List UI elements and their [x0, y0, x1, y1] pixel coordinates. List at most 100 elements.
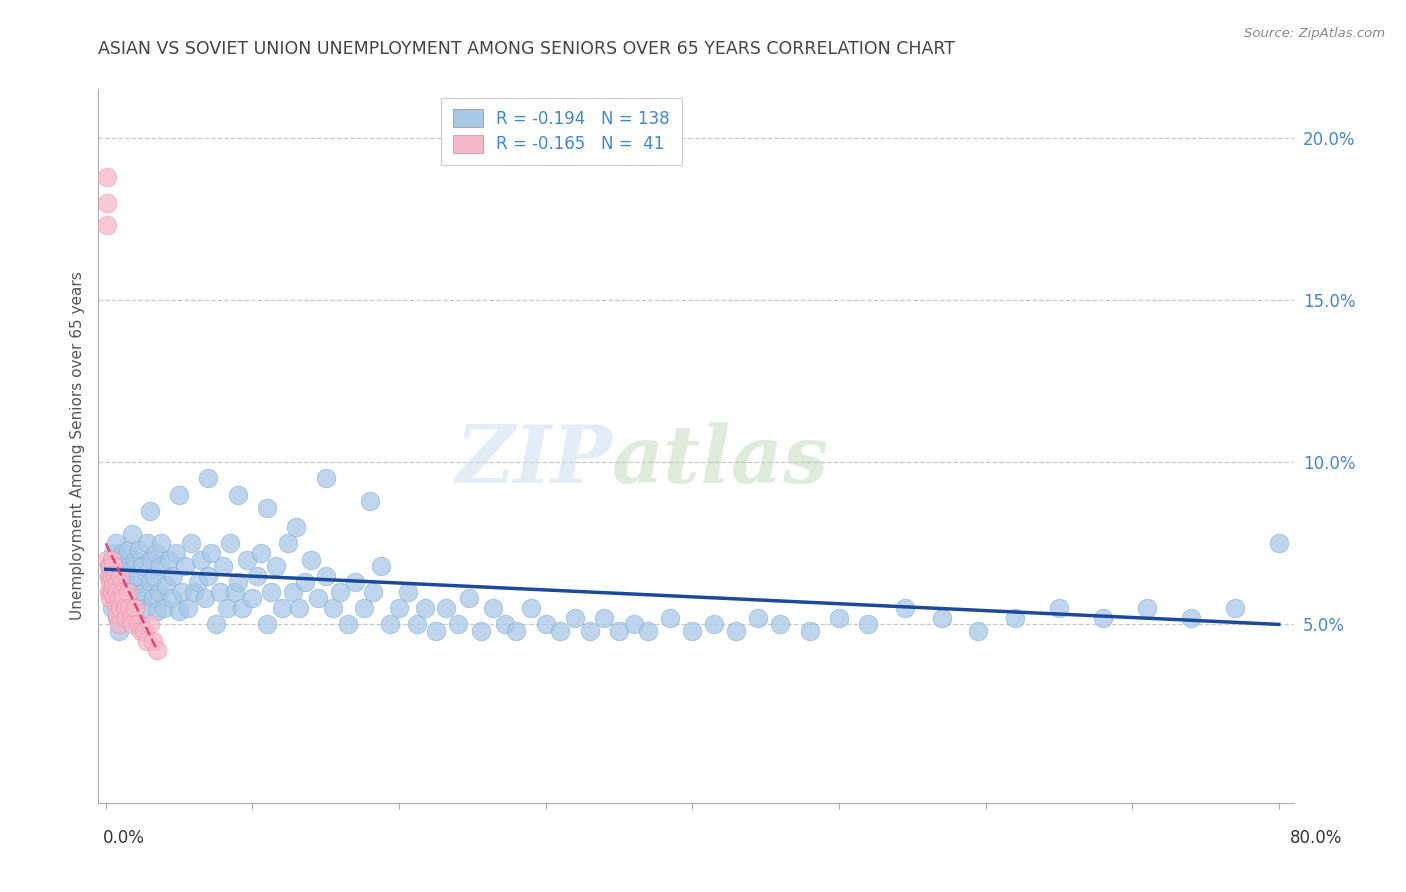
Point	[96, 552, 118, 566]
Point	[103, 591, 125, 606]
Point	[578, 624, 600, 638]
Point	[100, 601, 122, 615]
Point	[120, 585, 142, 599]
Point	[315, 568, 337, 582]
Point	[96, 169, 118, 184]
Point	[129, 624, 152, 638]
Point	[121, 526, 143, 541]
Point	[103, 568, 125, 582]
Point	[353, 601, 375, 615]
Point	[725, 624, 748, 638]
Point	[107, 585, 129, 599]
Point	[180, 536, 202, 550]
Point	[128, 542, 150, 557]
Point	[100, 585, 122, 599]
Point	[122, 601, 145, 615]
Point	[114, 601, 136, 615]
Point	[264, 559, 287, 574]
Point	[139, 504, 162, 518]
Point	[967, 624, 990, 638]
Point	[194, 591, 217, 606]
Point	[98, 559, 121, 574]
Text: ZIP: ZIP	[456, 422, 612, 499]
Point	[101, 578, 124, 592]
Point	[125, 591, 148, 606]
Point	[112, 591, 135, 606]
Point	[98, 591, 121, 606]
Point	[1047, 601, 1070, 615]
Point	[447, 617, 470, 632]
Point	[117, 542, 139, 557]
Point	[101, 578, 124, 592]
Point	[110, 552, 132, 566]
Point	[315, 471, 337, 485]
Point	[124, 578, 146, 592]
Point	[110, 568, 132, 582]
Point	[294, 575, 316, 590]
Point	[550, 624, 572, 638]
Point	[100, 568, 122, 582]
Point	[336, 617, 359, 632]
Point	[141, 552, 163, 566]
Point	[299, 552, 322, 566]
Point	[607, 624, 630, 638]
Point	[799, 624, 821, 638]
Point	[285, 520, 308, 534]
Point	[117, 585, 139, 599]
Point	[101, 546, 124, 560]
Point	[101, 559, 124, 574]
Point	[270, 601, 292, 615]
Point	[260, 585, 283, 599]
Text: 0.0%: 0.0%	[103, 829, 145, 847]
Point	[108, 624, 131, 638]
Point	[307, 591, 329, 606]
Point	[242, 591, 264, 606]
Point	[107, 607, 129, 622]
Point	[482, 601, 505, 615]
Point	[1223, 601, 1246, 615]
Point	[703, 617, 725, 632]
Point	[231, 601, 253, 615]
Point	[155, 578, 177, 592]
Point	[134, 601, 156, 615]
Point	[250, 546, 273, 560]
Point	[103, 591, 125, 606]
Point	[118, 611, 141, 625]
Point	[127, 617, 149, 632]
Point	[246, 568, 269, 582]
Point	[187, 575, 209, 590]
Point	[681, 624, 703, 638]
Point	[105, 559, 128, 574]
Point	[165, 546, 187, 560]
Point	[894, 601, 917, 615]
Point	[97, 568, 120, 582]
Point	[425, 624, 447, 638]
Point	[145, 546, 167, 560]
Point	[96, 219, 118, 233]
Point	[124, 552, 146, 566]
Point	[747, 611, 769, 625]
Point	[204, 617, 226, 632]
Point	[256, 617, 278, 632]
Point	[110, 601, 132, 615]
Point	[623, 617, 645, 632]
Point	[534, 617, 557, 632]
Point	[121, 562, 143, 576]
Point	[148, 585, 170, 599]
Point	[139, 575, 162, 590]
Point	[167, 604, 190, 618]
Point	[118, 601, 141, 615]
Point	[1091, 611, 1114, 625]
Point	[226, 575, 249, 590]
Point	[139, 617, 162, 632]
Point	[115, 611, 138, 625]
Point	[183, 585, 205, 599]
Point	[97, 585, 120, 599]
Text: 80.0%: 80.0%	[1291, 829, 1343, 847]
Point	[153, 601, 176, 615]
Point	[564, 611, 586, 625]
Point	[235, 552, 257, 566]
Point	[114, 575, 136, 590]
Point	[520, 601, 543, 615]
Point	[105, 536, 128, 550]
